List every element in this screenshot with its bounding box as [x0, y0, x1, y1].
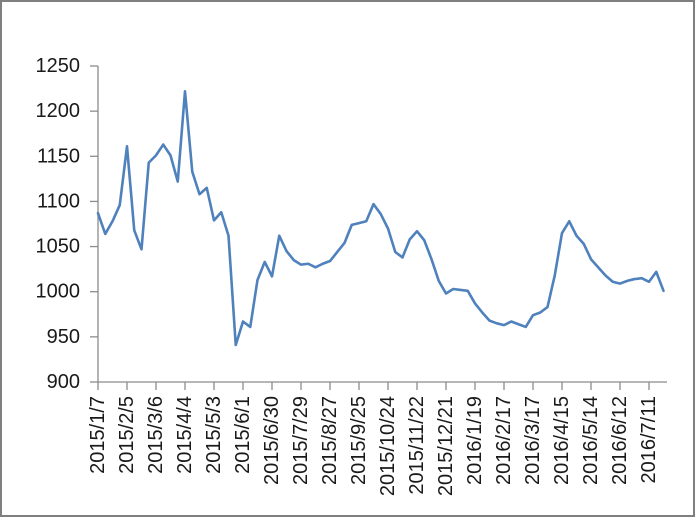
y-axis-tick-label: 1150 [37, 145, 80, 167]
y-axis-tick-label: 900 [47, 371, 80, 393]
x-axis-tick-label: 2015/7/29 [290, 396, 312, 485]
x-axis-tick-label: 2015/8/27 [319, 396, 341, 485]
x-axis-tick-label: 2016/5/14 [580, 396, 602, 485]
x-axis-tick-label: 2016/4/15 [551, 396, 573, 485]
x-axis-tick-label: 2015/6/1 [232, 396, 254, 474]
x-axis-tick-label: 2016/2/17 [493, 396, 515, 485]
data-series-line [96, 89, 665, 347]
x-axis-tick-label: 2015/2/5 [116, 396, 138, 474]
x-axis-tick-label: 2016/6/12 [609, 396, 631, 485]
x-axis-tick-label: 2015/12/21 [435, 396, 457, 496]
y-axis-tick-label: 1250 [36, 55, 81, 77]
y-axis-tick-label: 1200 [36, 100, 81, 122]
x-axis-tick-label: 2015/4/4 [174, 396, 196, 474]
y-axis-tick-label: 950 [47, 326, 80, 348]
x-axis-tick-label: 2016/1/19 [464, 396, 486, 485]
x-axis-tick-label: 2015/3/6 [145, 396, 167, 474]
x-axis-tick-label: 2015/5/3 [203, 396, 225, 474]
x-axis-tick-label: 2016/3/17 [522, 396, 544, 485]
x-axis-tick-label: 2015/9/25 [348, 396, 370, 485]
y-axis-tick-label: 1100 [37, 190, 80, 212]
x-axis-tick-label: 2015/10/24 [377, 396, 399, 496]
y-axis-tick-label: 1000 [36, 281, 81, 303]
x-axis-tick-label: 2015/11/22 [406, 396, 428, 495]
x-axis-tick-label: 2016/7/11 [638, 396, 660, 484]
x-axis-tick-label: 2015/1/7 [87, 396, 109, 474]
x-axis-tick-label: 2015/6/30 [261, 396, 283, 485]
y-axis-tick-label: 1050 [36, 236, 81, 258]
